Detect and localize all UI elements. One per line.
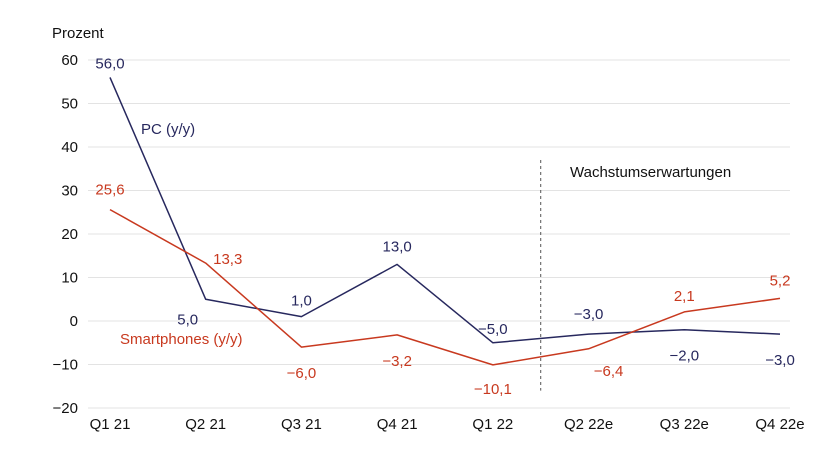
data-label: −6,4 <box>594 363 624 380</box>
x-tick-label: Q4 22e <box>755 416 804 433</box>
data-label: 1,0 <box>291 293 312 310</box>
y-tick-label: 60 <box>61 52 78 69</box>
data-label: −2,0 <box>669 348 699 365</box>
x-tick-label: Q1 21 <box>90 416 131 433</box>
y-tick-label: 30 <box>61 183 78 200</box>
y-tick-label: −10 <box>53 357 78 374</box>
x-tick-label: Q3 22e <box>660 416 709 433</box>
series-line-0 <box>109 77 781 344</box>
x-tick-label: Q4 21 <box>377 416 418 433</box>
data-label: 13,0 <box>383 238 412 255</box>
y-tick-label: −20 <box>53 400 78 417</box>
y-axis-label: Prozent <box>52 25 105 42</box>
data-label: −3,0 <box>765 352 795 369</box>
series-label-smartphones: Smartphones (y/y) <box>120 331 243 348</box>
data-label: 25,6 <box>95 182 124 199</box>
x-tick-label: Q3 21 <box>281 416 322 433</box>
y-axis-ticks: 60 50 40 30 20 10 0 −10 −20 <box>53 52 78 417</box>
data-label: 2,1 <box>674 288 695 305</box>
data-label: 13,3 <box>213 251 242 268</box>
data-label: −3,2 <box>382 353 412 370</box>
data-label: 5,2 <box>770 272 791 289</box>
series-labels: PC (y/y) Smartphones (y/y) <box>120 121 243 348</box>
y-tick-label: 20 <box>61 226 78 243</box>
x-tick-label: Q1 22 <box>472 416 513 433</box>
series-lines <box>109 77 781 366</box>
y-tick-label: 40 <box>61 139 78 156</box>
y-tick-label: 50 <box>61 96 78 113</box>
data-label: −5,0 <box>478 321 508 338</box>
x-tick-label: Q2 22e <box>564 416 613 433</box>
data-label: 5,0 <box>177 311 198 328</box>
y-tick-label: 10 <box>61 270 78 287</box>
data-label: −10,1 <box>474 381 512 398</box>
y-tick-label: 0 <box>70 313 78 330</box>
data-label: −3,0 <box>574 306 604 323</box>
data-labels: 56,0 5,0 1,0 13,0 −5,0 −3,0 −2,0 −3,0 25,6 13,3 −6… <box>95 55 794 398</box>
data-label: 56,0 <box>95 55 124 72</box>
grid <box>88 59 790 409</box>
forecast-annotation: Wachstumserwartungen <box>570 164 731 181</box>
x-tick-label: Q2 21 <box>185 416 226 433</box>
series-label-pc: PC (y/y) <box>141 121 195 138</box>
series-line-1 <box>109 208 781 366</box>
data-label: −6,0 <box>287 365 317 382</box>
x-axis-ticks: Q1 21 Q2 21 Q3 21 Q4 21 Q1 22 Q2 22e Q3 22e Q4 … <box>90 416 805 433</box>
